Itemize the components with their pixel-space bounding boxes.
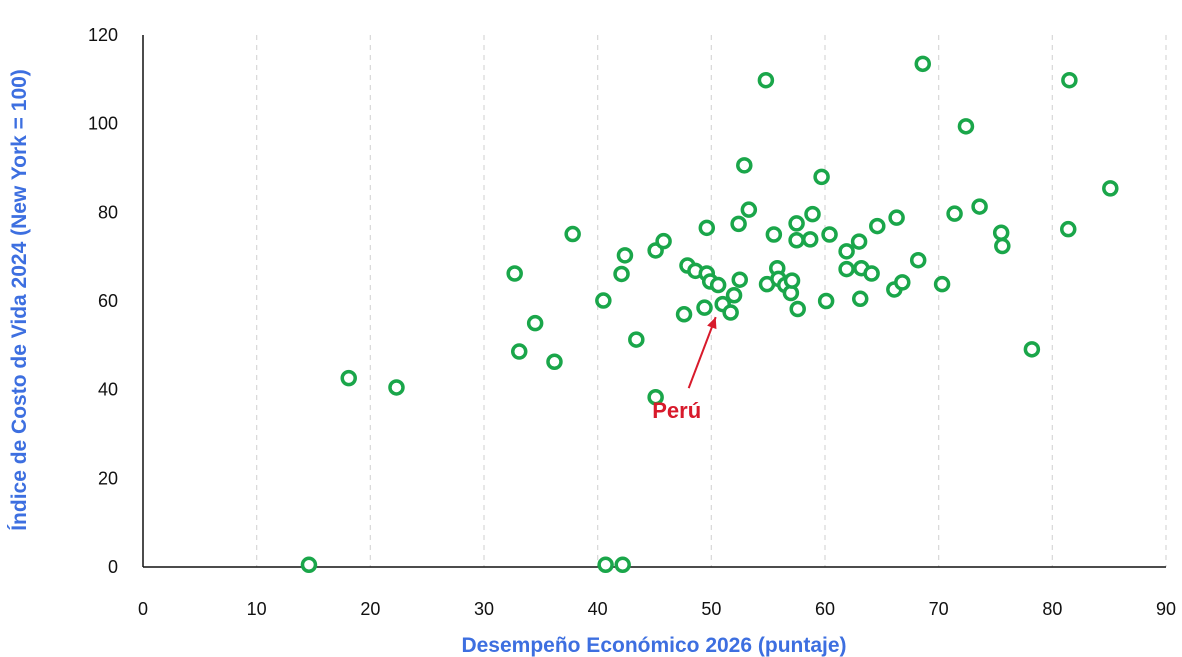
axes bbox=[142, 35, 1166, 568]
y-tick-label: 120 bbox=[88, 25, 118, 45]
x-tick-label: 90 bbox=[1156, 599, 1176, 619]
data-point bbox=[1023, 341, 1041, 358]
grid-lines bbox=[256, 35, 1167, 567]
x-tick-label: 70 bbox=[929, 599, 949, 619]
y-tick-label: 60 bbox=[98, 291, 118, 311]
data-point bbox=[817, 292, 835, 310]
data-point bbox=[510, 343, 528, 360]
data-point bbox=[788, 215, 805, 232]
data-point bbox=[851, 290, 869, 308]
data-point bbox=[894, 274, 911, 291]
data-point bbox=[992, 224, 1010, 241]
data-point bbox=[994, 237, 1011, 255]
data-points bbox=[300, 55, 1119, 574]
data-point bbox=[946, 205, 963, 222]
data-point bbox=[788, 232, 805, 249]
data-point bbox=[696, 299, 713, 316]
data-point bbox=[725, 286, 743, 304]
data-point bbox=[1059, 220, 1077, 238]
y-tick-label: 40 bbox=[98, 380, 118, 400]
data-point bbox=[838, 260, 855, 278]
data-point bbox=[863, 265, 880, 282]
data-point bbox=[957, 118, 975, 135]
y-tick-label: 80 bbox=[98, 202, 118, 222]
x-tick-label: 0 bbox=[138, 599, 148, 619]
data-point bbox=[564, 225, 581, 243]
data-point bbox=[765, 226, 783, 243]
data-point bbox=[801, 231, 819, 248]
data-point bbox=[933, 275, 951, 293]
data-point bbox=[526, 314, 544, 332]
data-point bbox=[813, 168, 830, 186]
data-point bbox=[838, 243, 855, 260]
data-point bbox=[597, 556, 614, 574]
data-point bbox=[546, 353, 563, 370]
data-point bbox=[1061, 71, 1078, 89]
x-axis-title: Desempeño Económico 2026 (puntaje) bbox=[461, 634, 846, 657]
y-tick-label: 20 bbox=[98, 468, 118, 488]
annotation-arrow bbox=[687, 316, 717, 389]
data-point bbox=[675, 306, 693, 323]
x-tick-label: 30 bbox=[474, 599, 494, 619]
peru-annotation: Perú bbox=[652, 316, 717, 423]
x-tick-label: 40 bbox=[588, 599, 608, 619]
data-point bbox=[300, 556, 318, 574]
data-point bbox=[789, 300, 806, 318]
x-tick-label: 10 bbox=[247, 599, 267, 619]
data-point bbox=[757, 71, 775, 89]
data-point bbox=[628, 331, 645, 348]
x-tick-label: 60 bbox=[815, 599, 835, 619]
x-tick-label: 80 bbox=[1042, 599, 1062, 619]
data-point bbox=[850, 233, 868, 250]
data-point bbox=[914, 55, 932, 73]
data-point bbox=[740, 201, 758, 218]
data-point bbox=[709, 276, 727, 294]
x-tick-label: 20 bbox=[360, 599, 380, 619]
x-tick-label: 50 bbox=[701, 599, 721, 619]
data-point bbox=[595, 292, 612, 309]
data-point bbox=[1102, 180, 1119, 197]
annotation-label: Perú bbox=[652, 398, 701, 423]
data-point bbox=[613, 265, 630, 283]
data-point bbox=[888, 209, 905, 226]
y-tick-label: 0 bbox=[108, 557, 118, 577]
data-point bbox=[783, 272, 801, 289]
data-point bbox=[909, 251, 927, 269]
data-point bbox=[736, 157, 753, 174]
data-point bbox=[388, 379, 405, 396]
data-point bbox=[722, 304, 739, 321]
data-point bbox=[698, 219, 716, 237]
data-point bbox=[647, 388, 664, 406]
data-point bbox=[731, 271, 748, 288]
data-point bbox=[821, 226, 838, 243]
data-point bbox=[730, 215, 747, 233]
data-point bbox=[614, 556, 631, 574]
x-tick-labels: 0 10 20 30 40 50 60 70 80 90 bbox=[138, 599, 1176, 619]
y-tick-label: 100 bbox=[88, 114, 118, 134]
data-point bbox=[506, 265, 523, 282]
data-point bbox=[616, 247, 634, 264]
data-point bbox=[869, 217, 886, 235]
y-tick-labels: 0 20 40 60 80 100 120 bbox=[88, 25, 118, 577]
data-point bbox=[655, 232, 672, 250]
data-point bbox=[971, 198, 988, 215]
annotation-arrowhead bbox=[707, 317, 717, 330]
data-point bbox=[340, 369, 357, 387]
data-point bbox=[804, 205, 821, 223]
y-axis-title: Índice de Costo de Vida 2024 (New York =… bbox=[8, 69, 31, 531]
